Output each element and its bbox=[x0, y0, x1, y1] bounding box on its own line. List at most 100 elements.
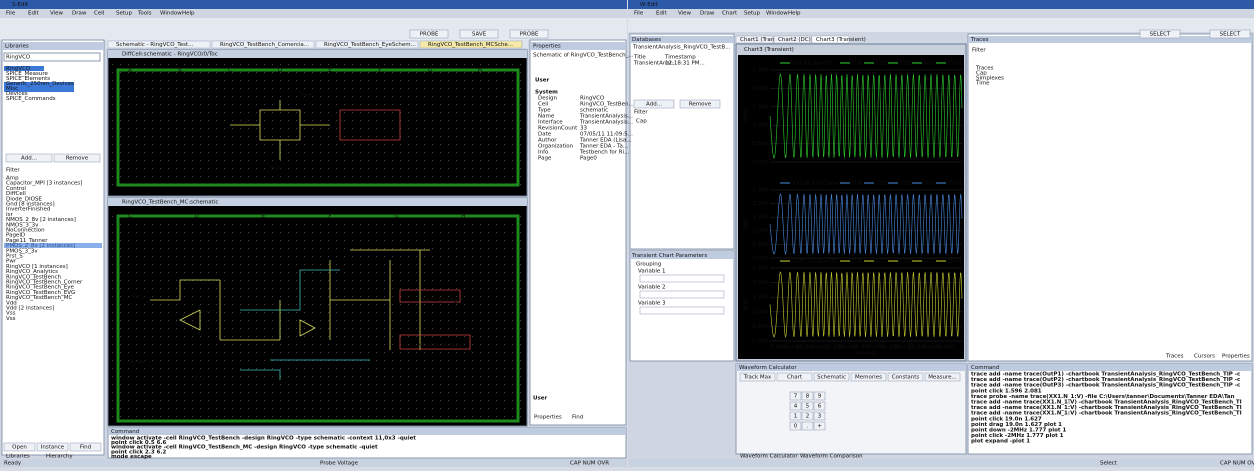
chart-tab[interactable] bbox=[735, 35, 774, 44]
button-frame[interactable] bbox=[739, 372, 776, 382]
button-frame[interactable] bbox=[633, 99, 675, 109]
key[interactable]: 1 bbox=[794, 414, 798, 420]
tab[interactable]: Waveform Calculator bbox=[740, 454, 798, 460]
chart-tab-label[interactable]: Chart1 (Transient) bbox=[740, 37, 790, 43]
dropdown[interactable] bbox=[639, 306, 725, 315]
button[interactable]: Schematic bbox=[817, 375, 846, 381]
doc-tab-label[interactable]: RingVCO_TestBench_EyeSchem... bbox=[324, 42, 416, 48]
button[interactable]: Add... bbox=[646, 102, 662, 108]
button[interactable]: Remove bbox=[689, 102, 712, 108]
key-frame[interactable] bbox=[801, 391, 814, 401]
menu-item[interactable]: View bbox=[50, 11, 64, 17]
button-frame[interactable] bbox=[679, 99, 721, 109]
button[interactable]: Chart bbox=[787, 375, 803, 381]
button-frame[interactable] bbox=[850, 372, 887, 382]
key[interactable]: 4 bbox=[794, 404, 798, 410]
menu-item[interactable]: Cell bbox=[94, 11, 105, 17]
toolbar-button[interactable]: PROBE bbox=[420, 32, 439, 38]
toolbar-button-frame[interactable] bbox=[509, 29, 549, 39]
menu-item[interactable]: Chart bbox=[722, 11, 738, 17]
key[interactable]: 8 bbox=[806, 394, 810, 400]
key-frame[interactable] bbox=[813, 401, 826, 411]
tab[interactable]: Traces bbox=[1165, 354, 1184, 360]
key-frame[interactable] bbox=[789, 391, 802, 401]
toolbar-button-frame[interactable] bbox=[409, 29, 449, 39]
dropdown[interactable] bbox=[639, 290, 725, 299]
menu-item[interactable]: Draw bbox=[700, 11, 715, 17]
key[interactable]: . bbox=[807, 424, 809, 430]
button-frame[interactable] bbox=[813, 372, 850, 382]
key-frame[interactable] bbox=[789, 421, 802, 431]
toolbar-button[interactable]: SELECT bbox=[1220, 32, 1241, 38]
key-frame[interactable] bbox=[801, 421, 814, 431]
button[interactable]: Constants bbox=[892, 375, 920, 381]
chart-tab-label[interactable]: Chart2 (DC) bbox=[778, 37, 811, 43]
menu-item[interactable]: Setup bbox=[744, 11, 761, 17]
key-frame[interactable] bbox=[789, 401, 802, 411]
button[interactable]: Memories bbox=[855, 375, 882, 381]
doc-tab-label[interactable]: RingVCO_TestBench_MCSche... bbox=[428, 42, 513, 48]
menu-item[interactable]: View bbox=[678, 11, 692, 17]
key[interactable]: 7 bbox=[794, 394, 798, 400]
key[interactable]: + bbox=[817, 424, 822, 430]
chart-tab[interactable] bbox=[773, 35, 812, 44]
button[interactable]: Measure... bbox=[928, 375, 957, 381]
toolbar-button-frame[interactable] bbox=[1209, 29, 1251, 39]
chart-tab[interactable] bbox=[811, 35, 850, 44]
tab[interactable]: Waveform Comparison bbox=[800, 454, 863, 460]
chart-tab-label[interactable]: Chart3 (Transient) bbox=[816, 37, 866, 43]
button-frame[interactable] bbox=[53, 153, 101, 163]
doc-tab-label[interactable]: Schematic - RingVCO_Test... bbox=[116, 42, 194, 48]
key-frame[interactable] bbox=[801, 401, 814, 411]
button[interactable]: Track Max bbox=[743, 375, 772, 381]
menu-item[interactable]: Edit bbox=[656, 11, 667, 17]
key[interactable]: 3 bbox=[818, 414, 822, 420]
tab[interactable]: Cursors bbox=[1194, 354, 1215, 360]
key[interactable]: 2 bbox=[806, 414, 810, 420]
toolbar-button[interactable]: PROBE bbox=[520, 32, 539, 38]
doc-tab[interactable] bbox=[315, 40, 419, 49]
menu-item[interactable]: Edit bbox=[28, 11, 39, 17]
tab[interactable]: Find bbox=[572, 415, 583, 421]
menu-item[interactable]: Help bbox=[788, 11, 801, 17]
button-frame[interactable] bbox=[36, 442, 69, 452]
button-frame[interactable] bbox=[887, 372, 924, 382]
button[interactable]: Instance bbox=[41, 445, 65, 451]
button-frame[interactable] bbox=[924, 372, 961, 382]
tab[interactable]: Properties bbox=[1222, 354, 1250, 360]
menu-item[interactable]: Help bbox=[182, 11, 195, 17]
menu-item[interactable]: File bbox=[634, 11, 644, 17]
doc-tab-label[interactable]: RingVCO_TestBench_Comercia... bbox=[220, 42, 309, 48]
doc-tab[interactable] bbox=[107, 40, 211, 49]
key[interactable]: 5 bbox=[806, 404, 810, 410]
selector[interactable] bbox=[3, 52, 101, 62]
toolbar-button-frame[interactable] bbox=[1139, 29, 1181, 39]
menu-item[interactable]: Window bbox=[160, 11, 182, 17]
toolbar-button[interactable]: SAVE bbox=[472, 32, 487, 38]
key-frame[interactable] bbox=[813, 421, 826, 431]
toolbar-button-frame[interactable] bbox=[459, 29, 499, 39]
doc-tab[interactable] bbox=[211, 40, 315, 49]
tab[interactable]: Properties bbox=[534, 415, 562, 421]
key-frame[interactable] bbox=[789, 411, 802, 421]
key[interactable]: 9 bbox=[818, 394, 822, 400]
toolbar-button[interactable]: SELECT bbox=[1150, 32, 1171, 38]
key-frame[interactable] bbox=[813, 391, 826, 401]
doc-tab[interactable] bbox=[419, 40, 523, 49]
button-frame[interactable] bbox=[776, 372, 813, 382]
menu-item[interactable]: Window bbox=[766, 11, 788, 17]
button[interactable]: Add... bbox=[21, 156, 37, 162]
menu-item[interactable]: Tools bbox=[137, 11, 152, 17]
dropdown[interactable] bbox=[639, 274, 725, 283]
button-frame[interactable] bbox=[69, 442, 102, 452]
key-frame[interactable] bbox=[801, 411, 814, 421]
key[interactable]: 6 bbox=[818, 404, 822, 410]
button[interactable]: Open bbox=[12, 445, 27, 451]
button-frame[interactable] bbox=[3, 442, 36, 452]
button[interactable]: Find bbox=[80, 445, 91, 451]
menu-item[interactable]: Setup bbox=[116, 11, 133, 17]
button[interactable]: Remove bbox=[66, 156, 89, 162]
key[interactable]: 0 bbox=[794, 424, 798, 430]
button-frame[interactable] bbox=[5, 153, 53, 163]
menu-item[interactable]: Draw bbox=[72, 11, 87, 17]
